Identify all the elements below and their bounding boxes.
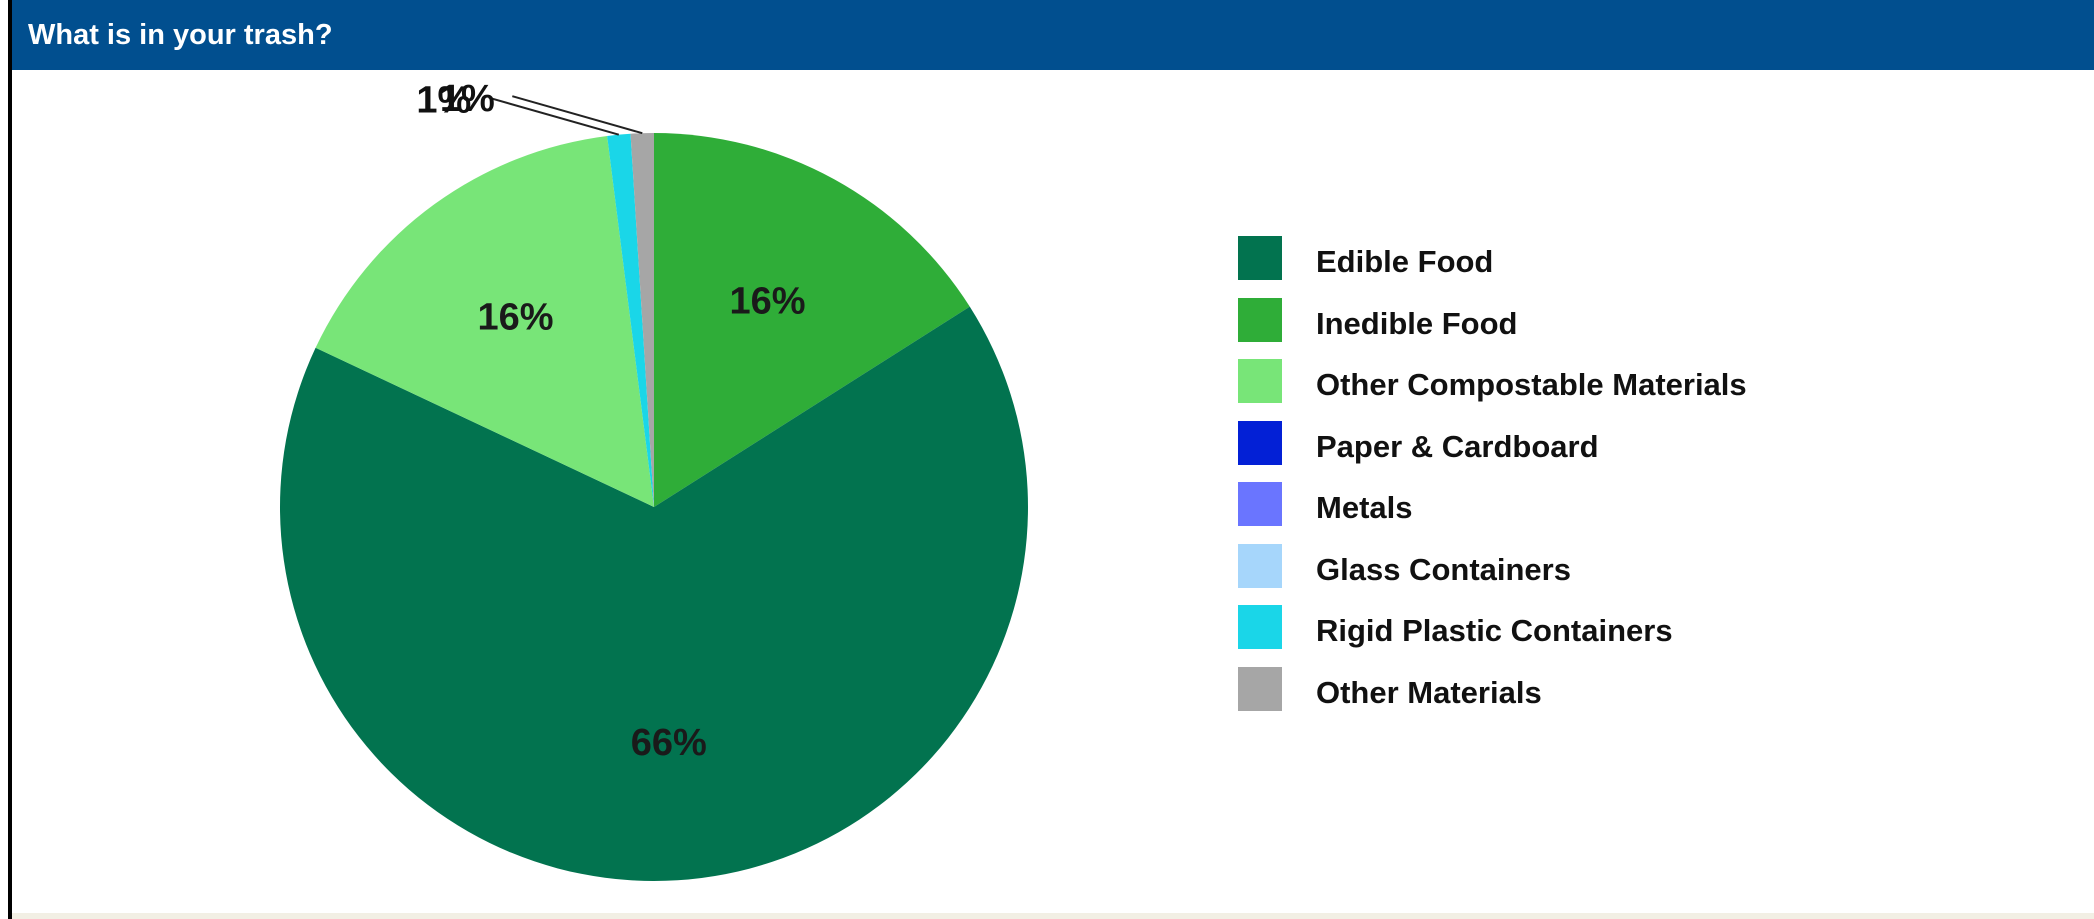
bottom-strip — [12, 913, 2094, 919]
pie-slice-other-materials — [630, 133, 654, 507]
legend-swatch — [1238, 482, 1282, 526]
slice-label-other-materials: 1% — [440, 78, 495, 120]
legend-label: Other Materials — [1316, 674, 1542, 710]
legend-label: Metals — [1316, 490, 1413, 525]
legend-swatch — [1238, 236, 1282, 280]
legend-label: Glass Containers — [1316, 551, 1571, 587]
panel-title: What is in your trash? — [12, 0, 2094, 70]
legend-swatch — [1238, 297, 1282, 342]
legend-swatch — [1238, 666, 1282, 711]
pie-slice-rigid-plastic-containers — [607, 133, 654, 508]
slice-label-rigid-plastic-containers: 1% — [416, 80, 471, 122]
legend-swatch — [1238, 605, 1282, 649]
legend-label: Paper & Cardboard — [1316, 428, 1599, 464]
slice-label-other-compostable-materials: 16% — [477, 296, 553, 338]
pie-chart: 16% 66% 16% 1%1% — [279, 78, 1028, 881]
chart-panel: What is in your trash? 16% 66% 16% 1% 1% Edi… — [8, 0, 2094, 919]
legend-swatch — [1238, 359, 1282, 403]
legend-label: Edible Food — [1316, 244, 1494, 279]
legend-swatch — [1238, 420, 1282, 465]
legend-label: Rigid Plastic Containers — [1316, 613, 1673, 648]
callout-line-rigid-plastic-containers — [488, 96, 620, 136]
slice-label-inedible-food: 16% — [729, 281, 805, 323]
pie-slice-edible-food — [279, 306, 1028, 881]
pie-slice-other-compostable-materials — [315, 135, 654, 507]
slice-label-edible-food: 66% — [631, 722, 707, 764]
legend-swatch — [1238, 543, 1282, 588]
legend-label: Inedible Food — [1316, 305, 1518, 341]
pie-slice-inedible-food — [654, 133, 970, 507]
legend-label: Other Compostable Materials — [1316, 367, 1747, 402]
callout-line-other-materials — [512, 95, 643, 135]
